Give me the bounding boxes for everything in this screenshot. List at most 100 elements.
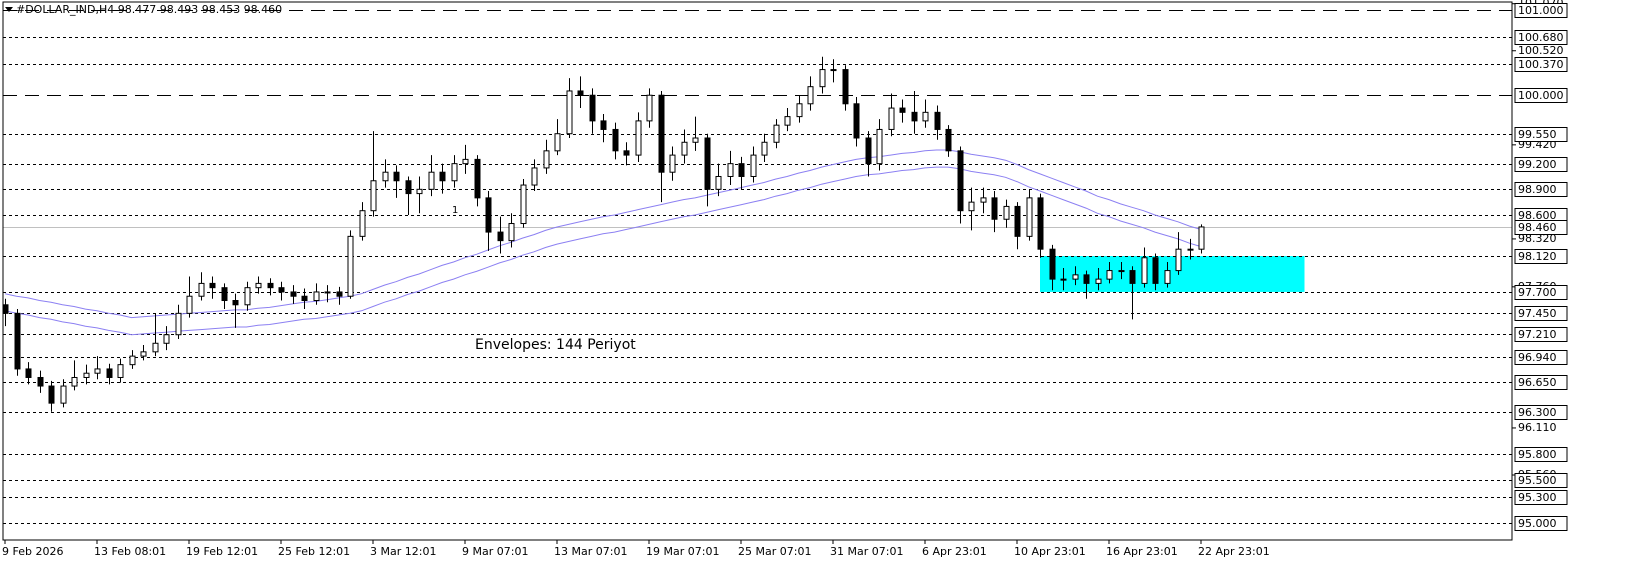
level-label: 99.550 (1518, 128, 1557, 141)
level-label-box (1514, 157, 1568, 172)
x-tick-label: 3 Mar 12:01 (370, 545, 436, 558)
x-tick-label: 13 Feb 08:01 (94, 545, 166, 558)
level-label: 96.650 (1518, 376, 1557, 389)
candle-body (876, 128, 883, 165)
x-tick-label: 25 Mar 07:01 (738, 545, 811, 558)
candle-body (370, 180, 377, 212)
level-label-box (1514, 327, 1568, 342)
candle-body (554, 133, 561, 152)
candle-body (738, 163, 745, 177)
candle-body (865, 137, 872, 165)
candle-body (152, 342, 159, 353)
candle-body (853, 103, 860, 139)
level-label: 101.000 (1518, 4, 1564, 17)
level-label: 95.500 (1518, 474, 1557, 487)
candle-body (623, 150, 630, 156)
candle-body (727, 163, 734, 177)
axis-layer: 101.070100.52099.42098.32097.76096.11095… (2, 0, 1568, 558)
candle-body (692, 137, 699, 143)
candle-body (773, 124, 780, 143)
y-tick-label: 98.320 (1518, 232, 1557, 245)
candle-body (531, 167, 538, 186)
level-label: 98.120 (1518, 250, 1557, 263)
level-label: 98.900 (1518, 183, 1557, 196)
y-tick-label: 96.110 (1518, 421, 1557, 434)
candle-body (14, 312, 21, 370)
candle-body (451, 163, 458, 182)
candle-body (980, 197, 987, 203)
candle-body (347, 235, 354, 297)
candle-body (71, 376, 78, 387)
level-label-box (1514, 516, 1568, 531)
zone (1040, 256, 1305, 292)
x-tick-label: 19 Mar 07:01 (646, 545, 719, 558)
candle-body (612, 128, 619, 152)
candle-body (1175, 248, 1182, 272)
plot-frame (2, 1, 1513, 541)
candle-body (106, 368, 113, 378)
level-label: 99.200 (1518, 158, 1557, 171)
candle-body (635, 120, 642, 156)
envelope-upper (4, 149, 1202, 319)
candle-body (646, 94, 653, 122)
candle-body (129, 355, 136, 366)
candle-body (405, 180, 412, 195)
level-label: 97.700 (1518, 286, 1557, 299)
level-label: 95.000 (1518, 517, 1557, 530)
candle-body (60, 385, 67, 404)
candle-body (439, 171, 446, 182)
candle-body (681, 141, 688, 156)
level-label-box (1514, 182, 1568, 197)
candle-body (991, 197, 998, 220)
level-label-box (1514, 405, 1568, 420)
candle-body (382, 171, 389, 182)
level-label: 96.300 (1518, 406, 1557, 419)
candle-body (140, 351, 147, 357)
candle-body (1106, 270, 1113, 280)
chart-title: #DOLLAR_IND,H4 98.477 98.493 98.453 98.4… (16, 3, 282, 16)
candle-body (290, 291, 297, 297)
candle-body (336, 291, 343, 297)
candle-body (1198, 226, 1205, 250)
x-tick-label: 9 Feb 2026 (2, 545, 63, 558)
candle-body (796, 103, 803, 118)
level-label-box (1514, 375, 1568, 390)
level-label: 100.680 (1518, 31, 1564, 44)
candle-body (244, 287, 251, 306)
candle-body (1037, 197, 1044, 250)
candle-body (324, 291, 331, 294)
x-tick-label: 31 Mar 07:01 (830, 545, 903, 558)
level-layer (3, 10, 1512, 524)
candle-body (543, 150, 550, 169)
candle-body (1095, 278, 1102, 284)
candle-body (669, 154, 676, 173)
candle-body (704, 137, 711, 190)
candle-layer (2, 56, 1205, 412)
candle-body (2, 304, 9, 314)
candle-body (911, 111, 918, 122)
candle-body (761, 141, 768, 156)
level-label-box (1514, 473, 1568, 488)
price-label: 98.460 (1518, 221, 1557, 234)
y-tick-label: 100.520 (1518, 44, 1564, 57)
candle-body (1129, 270, 1136, 284)
envelope-lower (4, 166, 1202, 336)
level-label-box (1514, 306, 1568, 321)
candle-body (945, 128, 952, 152)
candle-body (1072, 274, 1079, 280)
candle-body (600, 120, 607, 130)
candle-body (957, 150, 964, 212)
candle-body (784, 116, 791, 126)
candle-body (1141, 257, 1148, 284)
level-label-box (1514, 285, 1568, 300)
candle-body (232, 300, 239, 306)
x-tick-label: 19 Feb 12:01 (186, 545, 258, 558)
candle-body (474, 158, 481, 199)
candle-body (485, 197, 492, 233)
candle-body (25, 368, 32, 378)
level-label: 97.450 (1518, 307, 1557, 320)
level-label: 97.210 (1518, 328, 1557, 341)
